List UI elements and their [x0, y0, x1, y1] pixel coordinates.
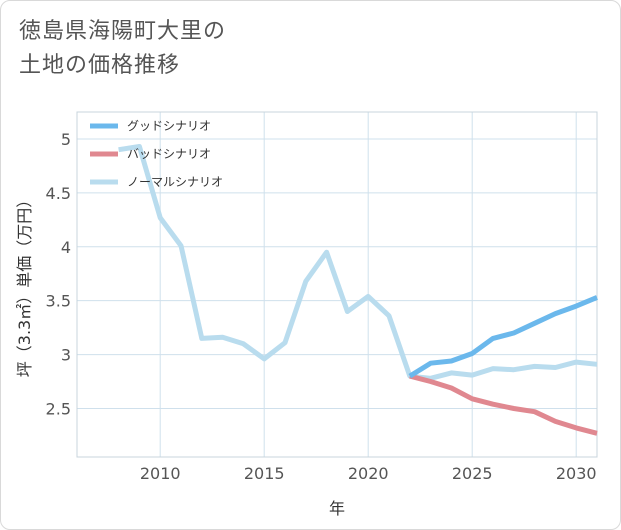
x-tick-label: 2030	[556, 464, 597, 483]
title-line-2: 土地の価格推移	[19, 53, 181, 78]
y-tick-label: 4.5	[46, 184, 71, 203]
x-tick-label: 2025	[452, 464, 493, 483]
legend-label-1: バッドシナリオ	[127, 147, 211, 161]
series-line-1	[409, 373, 598, 436]
plot-border	[76, 111, 598, 458]
y-tick-label: 4	[61, 238, 71, 257]
x-tick-label: 2010	[140, 464, 181, 483]
y-axis-ticks: 2.5 3 3.5 4 4.5 5	[46, 130, 71, 419]
x-tick-label: 2020	[348, 464, 389, 483]
series-lines	[118, 144, 598, 436]
legend-label-0: グッドシナリオ	[127, 119, 211, 133]
x-tick-label: 2015	[244, 464, 285, 483]
y-tick-label: 3.5	[46, 292, 71, 311]
title-line-1: 徳島県海陽町大里の	[19, 19, 227, 44]
series-line-2	[118, 144, 598, 381]
y-axis-title: 坪（3.3㎡）単価（万円）	[15, 192, 34, 377]
y-tick-label: 3	[61, 346, 71, 365]
legend-label-2: ノーマルシナリオ	[127, 175, 223, 189]
y-tick-label: 5	[61, 130, 71, 149]
plot-frame	[76, 111, 598, 458]
series-line-0	[408, 295, 598, 379]
x-axis-title: 年	[329, 499, 345, 518]
chart-title: 徳島県海陽町大里の 土地の価格推移	[19, 15, 226, 83]
grid-lines	[77, 112, 597, 457]
x-axis-ticks: 2010 2015 2020 2025 2030	[140, 464, 597, 483]
y-tick-label: 2.5	[46, 399, 71, 418]
